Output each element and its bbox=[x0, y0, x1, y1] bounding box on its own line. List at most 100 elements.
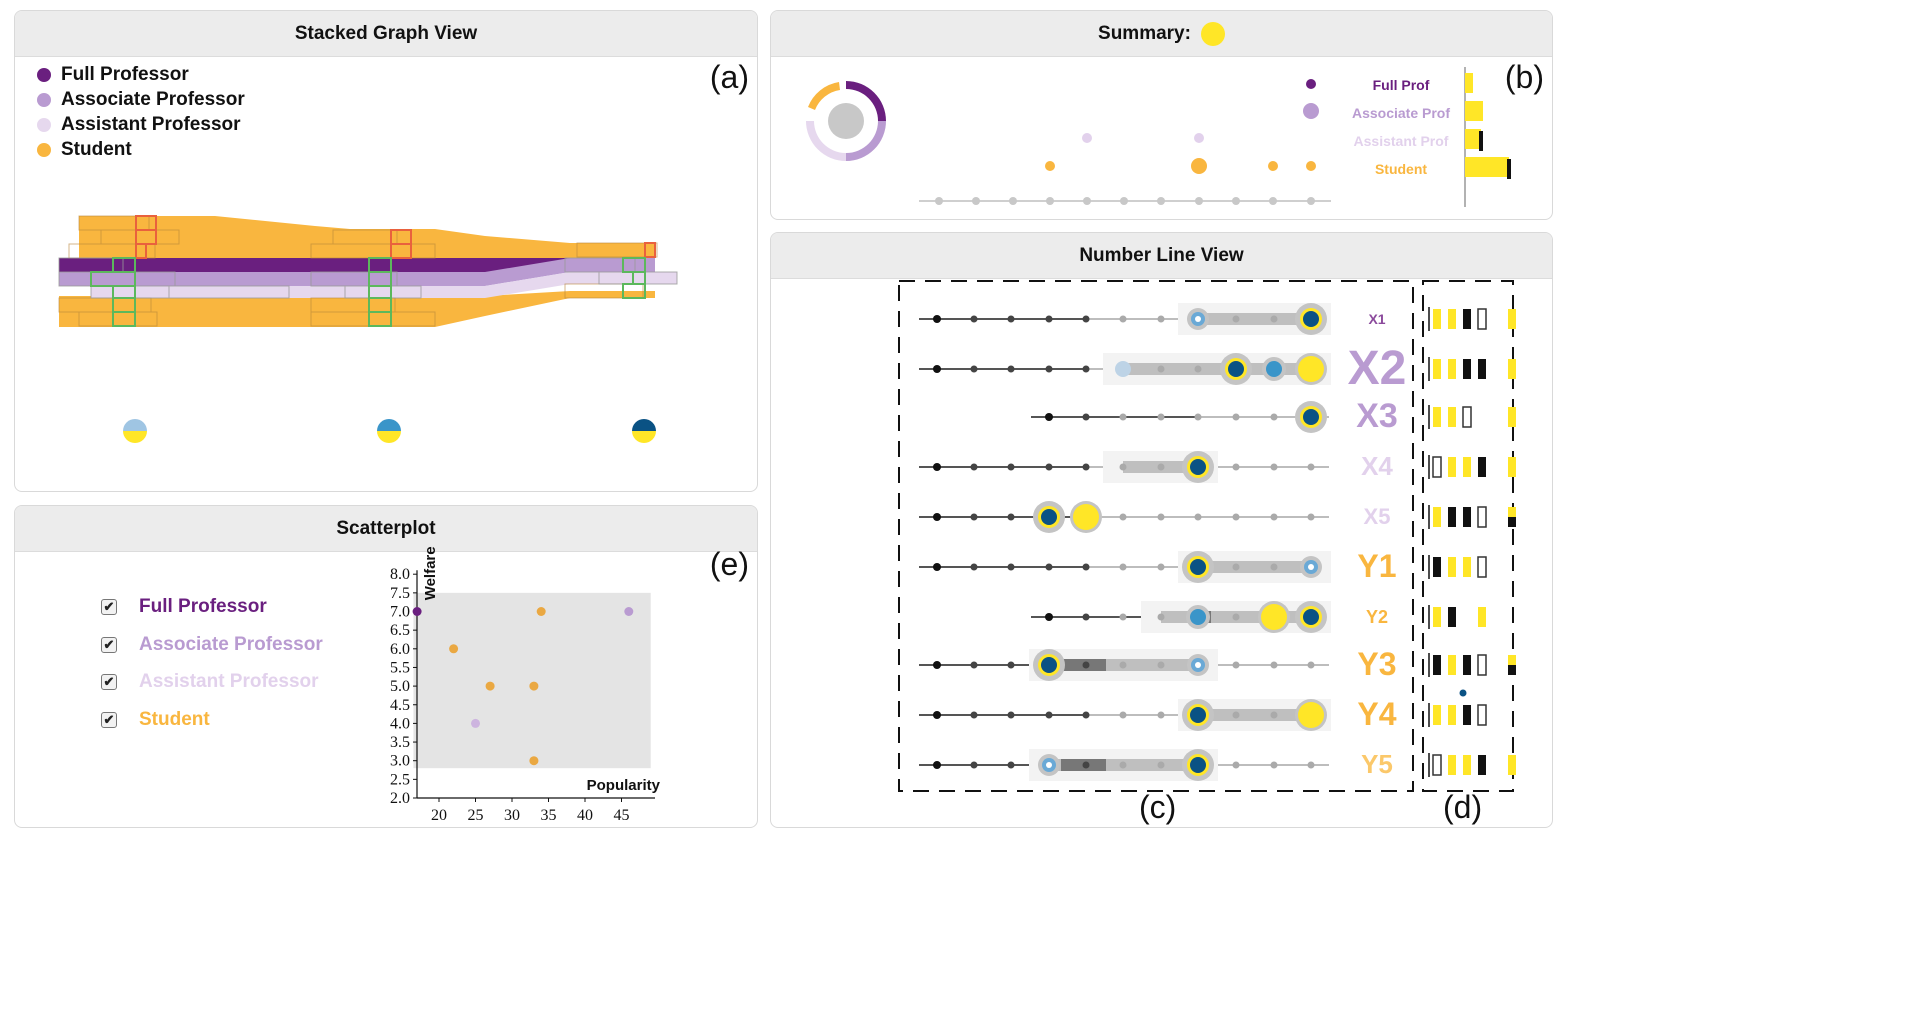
y-tick-label: 8.0 bbox=[390, 566, 410, 583]
category-bar bbox=[1433, 607, 1441, 627]
panel-label-c: (c) bbox=[1139, 789, 1177, 825]
category-bar bbox=[1508, 359, 1516, 379]
y-tick-label: 5.5 bbox=[390, 659, 410, 676]
number-line-row bbox=[919, 551, 1331, 583]
legend-dot-icon bbox=[37, 68, 51, 82]
row-label: X3 bbox=[1356, 397, 1398, 436]
summary-title: Summary: bbox=[771, 11, 1552, 57]
stacked-graph[interactable] bbox=[15, 11, 758, 492]
checkbox-label: Full Professor bbox=[139, 596, 267, 617]
scatterplot-panel: Scatterplot (e) ✔ Full Professor ✔ Assoc… bbox=[14, 505, 758, 828]
summary-title-text: Summary: bbox=[1098, 22, 1191, 44]
time-marker-3 bbox=[632, 419, 656, 443]
legend-item-associate-professor[interactable]: Associate Professor bbox=[37, 89, 245, 111]
category-bar bbox=[1478, 457, 1486, 477]
category-bar bbox=[1433, 309, 1441, 329]
scatter-point bbox=[624, 607, 634, 616]
number-line-panel: Number Line View X1 X2 X3 X4 X5 Y1 Y2 Y3 Y4 Y5 (c… bbox=[770, 232, 1553, 828]
number-line-node bbox=[1308, 564, 1314, 570]
number-line-row bbox=[919, 451, 1329, 483]
checkbox-checked-icon[interactable]: ✔ bbox=[101, 712, 117, 728]
legend-dot-icon bbox=[37, 118, 51, 132]
number-line-row bbox=[919, 749, 1329, 781]
category-bar bbox=[1432, 456, 1442, 478]
category-bar bbox=[1477, 556, 1487, 578]
category-bar bbox=[1448, 507, 1456, 527]
category-bar bbox=[1463, 457, 1471, 477]
y-tick-label: 5.0 bbox=[390, 678, 410, 695]
category-bar bbox=[1478, 755, 1486, 775]
category-bar bbox=[1477, 308, 1487, 330]
checkbox-label: Student bbox=[139, 709, 210, 730]
summary-bar bbox=[1465, 157, 1509, 177]
checkbox-label: Associate Professor bbox=[139, 634, 323, 655]
stacked-graph-title: Stacked Graph View bbox=[15, 11, 757, 57]
row-label: Y5 bbox=[1361, 748, 1393, 779]
x-tick-label: 35 bbox=[541, 807, 557, 824]
y-tick-label: 6.5 bbox=[390, 622, 410, 639]
category-bar bbox=[1448, 705, 1456, 725]
category-bar bbox=[1448, 655, 1456, 675]
y-axis-label: Welfare bbox=[422, 546, 439, 600]
checkbox-full-professor[interactable]: ✔ Full Professor bbox=[101, 596, 267, 618]
summary-bars bbox=[1464, 67, 1511, 207]
scatterplot-chart[interactable]: 2.0 2.53.0 3.5 4.04.5 5.0 5.56.0 6.57.0 7.5 8.0 2… bbox=[355, 546, 755, 826]
number-line-node bbox=[1190, 609, 1206, 625]
number-line-node bbox=[1261, 604, 1287, 630]
checkbox-associate-professor[interactable]: ✔ Associate Professor bbox=[101, 634, 323, 656]
checkbox-checked-icon[interactable]: ✔ bbox=[101, 674, 117, 690]
checkbox-checked-icon[interactable]: ✔ bbox=[101, 637, 117, 653]
checkbox-label: Assistant Professor bbox=[139, 671, 319, 692]
x-tick-label: 45 bbox=[614, 807, 630, 824]
number-line-node bbox=[1298, 356, 1324, 382]
number-line-node bbox=[1303, 409, 1319, 425]
checkbox-assistant-professor[interactable]: ✔ Assistant Professor bbox=[101, 671, 319, 693]
number-line-row bbox=[919, 649, 1329, 681]
summary-bar bbox=[1465, 73, 1473, 93]
summary-dot-icon bbox=[1200, 21, 1225, 46]
number-line-rows[interactable] bbox=[771, 233, 1553, 828]
number-line-row bbox=[1031, 401, 1329, 433]
y-tick-label: 7.5 bbox=[390, 585, 410, 602]
checkbox-student[interactable]: ✔ Student bbox=[101, 709, 210, 731]
time-marker-2 bbox=[377, 419, 401, 443]
category-bar bbox=[1433, 359, 1441, 379]
number-line-node bbox=[1041, 509, 1057, 525]
number-line-node bbox=[1298, 702, 1324, 728]
category-bar bbox=[1508, 507, 1516, 517]
scatter-point bbox=[529, 681, 539, 691]
row-label: Y3 bbox=[1357, 646, 1397, 683]
row-label: X4 bbox=[1361, 450, 1393, 481]
category-bar bbox=[1463, 557, 1471, 577]
number-line-row bbox=[919, 353, 1331, 385]
scatterplot-title: Scatterplot bbox=[15, 506, 757, 552]
legend-item-full-professor[interactable]: Full Professor bbox=[37, 64, 189, 86]
legend-dot-icon bbox=[37, 93, 51, 107]
category-bar bbox=[1433, 507, 1441, 527]
stacked-graph-panel: Stacked Graph View (a) Full Professor As… bbox=[14, 10, 758, 492]
summary-row-label: Assistant Prof bbox=[1353, 133, 1449, 149]
category-bar bbox=[1448, 755, 1456, 775]
category-bar bbox=[1508, 755, 1516, 775]
number-line-row bbox=[919, 699, 1331, 731]
legend-item-assistant-professor[interactable]: Assistant Professor bbox=[37, 114, 241, 136]
number-line-node bbox=[1195, 316, 1201, 322]
category-bar bbox=[1448, 557, 1456, 577]
row-label: X2 bbox=[1347, 342, 1407, 396]
summary-row-label: Associate Prof bbox=[1351, 105, 1451, 121]
legend-item-student[interactable]: Student bbox=[37, 139, 132, 161]
category-bar bbox=[1508, 655, 1516, 665]
number-line-row bbox=[919, 501, 1329, 533]
number-line-node bbox=[1266, 361, 1282, 377]
x-tick-label: 20 bbox=[431, 807, 447, 824]
number-line-title: Number Line View bbox=[771, 233, 1552, 279]
x-axis-label: Popularity bbox=[587, 777, 661, 794]
category-bar bbox=[1477, 506, 1487, 528]
y-tick-label: 2.0 bbox=[390, 790, 410, 807]
number-line-node bbox=[1041, 657, 1057, 673]
number-line-node bbox=[1190, 757, 1206, 773]
scatter-point bbox=[485, 681, 495, 691]
checkbox-checked-icon[interactable]: ✔ bbox=[101, 599, 117, 615]
category-bar bbox=[1433, 557, 1441, 577]
x-tick-label: 30 bbox=[504, 807, 520, 824]
